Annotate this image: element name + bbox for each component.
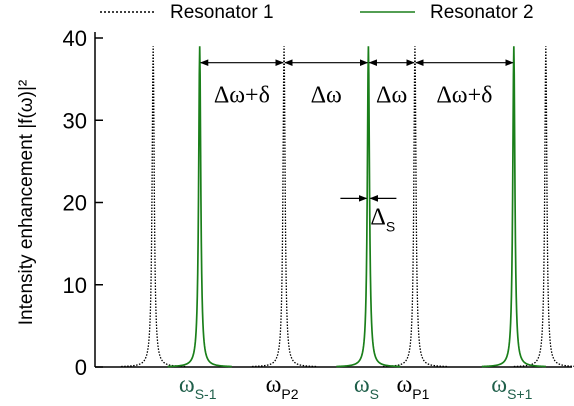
x-tick-labels: ωS-1 ωP2 ωS ωP1 ωS+1 <box>179 372 533 402</box>
x-tick-label: ωS+1 <box>491 372 532 402</box>
spacing-label: Δω+δ <box>436 83 492 109</box>
peak <box>336 46 401 368</box>
annotations-layer: Δω+δ Δω Δω Δω+δ ΔS <box>199 59 514 234</box>
series-layer <box>121 46 574 368</box>
x-tick-label: ωS <box>354 372 379 402</box>
axes: 0 10 20 30 40 Intensity enhancement |f(ω)|² <box>16 26 572 380</box>
legend-label: Resonator 1 <box>170 2 274 23</box>
peak <box>252 46 317 368</box>
peak <box>121 46 186 368</box>
legend-label: Resonator 2 <box>430 2 534 23</box>
x-tick-label: ωS-1 <box>179 372 217 402</box>
delta-s-label: ΔS <box>370 204 395 234</box>
y-tick-label: 30 <box>63 108 87 133</box>
peak <box>382 46 447 368</box>
peak <box>167 46 232 368</box>
spacing-label: Δω+δ <box>214 83 270 109</box>
peak <box>513 46 574 368</box>
y-tick-label: 40 <box>63 26 87 51</box>
spacing-label: Δω <box>376 83 407 109</box>
y-tick-label: 0 <box>75 355 87 380</box>
spacing-label: Δω <box>311 83 342 109</box>
x-tick-label: ωP1 <box>396 372 429 402</box>
y-axis-label: Intensity enhancement |f(ω)|² <box>16 80 37 325</box>
y-tick-label: 10 <box>63 273 87 298</box>
y-tick-label: 20 <box>63 191 87 216</box>
legend: Resonator 1 Resonator 2 <box>100 2 534 23</box>
x-tick-label: ωP2 <box>266 372 299 402</box>
peak <box>481 46 546 368</box>
